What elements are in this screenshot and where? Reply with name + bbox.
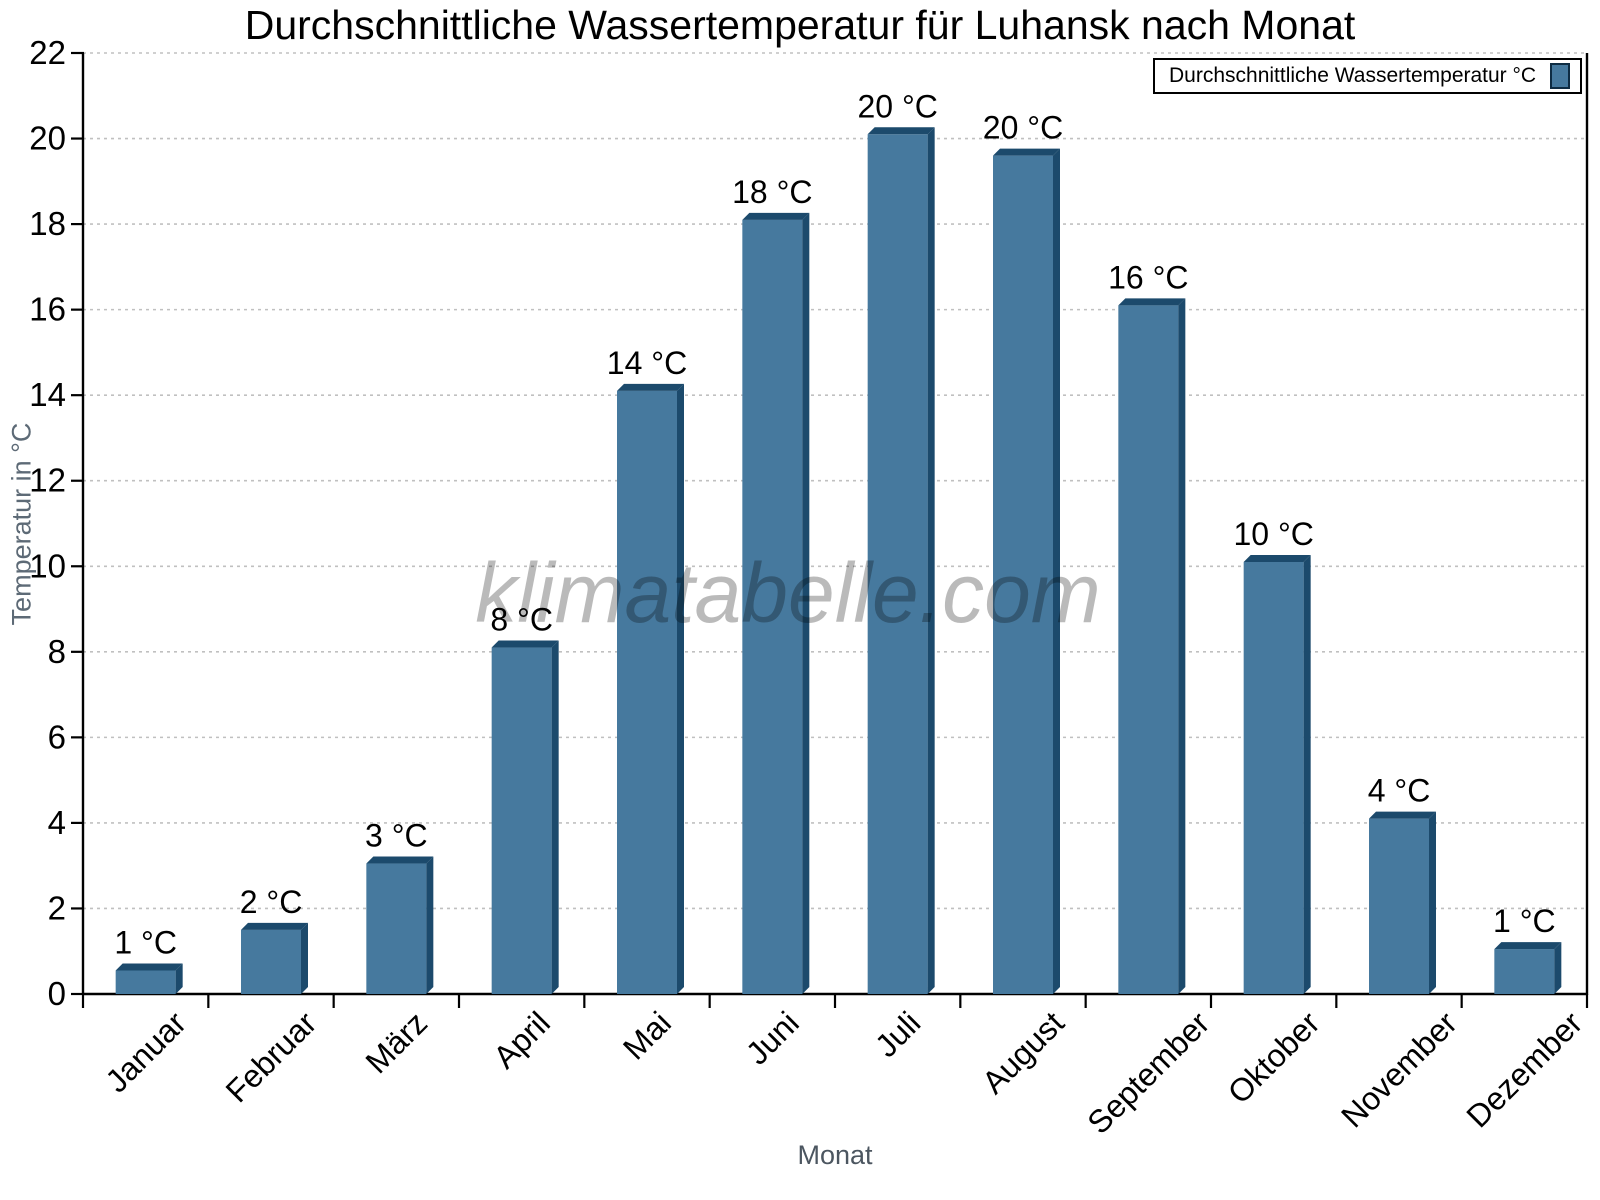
bar-value-label: 16 °C <box>1108 259 1188 295</box>
y-tick-label: 12 <box>29 462 66 499</box>
bar-value-label: 4 °C <box>1368 773 1431 809</box>
bar-august <box>993 148 1060 994</box>
x-tick-label: August <box>975 1005 1071 1101</box>
bar-front-face <box>1369 818 1429 994</box>
bar-side-face <box>1554 942 1562 994</box>
bar-value-label: 1 °C <box>1493 903 1556 939</box>
bar-top-face <box>617 383 684 391</box>
bar-value-label: 20 °C <box>857 88 937 124</box>
bar-april <box>491 640 559 994</box>
y-tick-label: 18 <box>29 205 66 242</box>
bar-side-face <box>1429 811 1436 994</box>
bar-top-face <box>993 148 1060 156</box>
y-tick-label: 4 <box>48 804 66 841</box>
y-tick-label: 0 <box>48 975 66 1012</box>
bar-value-label: 20 °C <box>983 110 1063 146</box>
bar-front-face <box>617 390 677 994</box>
bar-top-face <box>491 640 559 648</box>
y-tick-label: 16 <box>29 291 66 328</box>
y-tick-label: 2 <box>48 889 66 926</box>
bar-side-face <box>677 383 684 994</box>
bar-front-face <box>742 219 803 995</box>
x-tick-label: Februar <box>219 1004 324 1109</box>
bar-side-face <box>551 640 559 994</box>
bar-september <box>1118 298 1186 994</box>
x-tick-label: Juli <box>868 1005 927 1064</box>
bar-front-face <box>491 647 552 994</box>
x-tick-label: September <box>1080 1004 1216 1140</box>
bar-side-face <box>802 212 810 995</box>
chart-title: Durchschnittliche Wassertemperatur für L… <box>244 2 1356 48</box>
bar-top-face <box>115 963 183 971</box>
y-tick-label: 22 <box>29 34 66 71</box>
y-tick-label: 10 <box>29 547 66 584</box>
x-tick-label: Dezember <box>1459 1004 1589 1134</box>
y-tick-label: 20 <box>29 120 66 157</box>
bar-value-label: 8 °C <box>490 602 553 638</box>
bar-side-face <box>301 922 308 994</box>
bar-front-face <box>867 134 928 994</box>
bar-front-face <box>1118 305 1179 994</box>
bar-value-label: 10 °C <box>1233 516 1313 552</box>
x-tick-label: Oktober <box>1221 1004 1327 1110</box>
bar-value-label: 18 °C <box>732 174 812 210</box>
bar-mai <box>617 383 684 994</box>
bar-oktober <box>1243 554 1311 994</box>
x-tick-label: Juni <box>739 1005 806 1072</box>
bar-dezember <box>1494 942 1562 994</box>
legend: Durchschnittliche Wassertemperatur °C <box>1153 58 1582 94</box>
bar-top-face <box>1243 554 1311 562</box>
bar-front-face <box>241 929 301 994</box>
y-axis-title: Temperatur in °C <box>6 422 37 626</box>
bar-top-face <box>241 922 308 930</box>
bar-value-label: 2 °C <box>240 884 303 920</box>
bar-juli <box>867 127 935 994</box>
bar-januar <box>115 963 183 994</box>
bar-side-face <box>927 127 935 994</box>
legend-label: Durchschnittliche Wassertemperatur °C <box>1169 64 1537 87</box>
x-tick-label: Mai <box>616 1005 678 1067</box>
bar-front-face <box>993 155 1053 994</box>
bar-top-face <box>742 212 810 220</box>
x-tick-label: November <box>1334 1004 1464 1134</box>
bar-top-face <box>1494 942 1562 950</box>
bar-top-face <box>867 127 935 135</box>
x-tick-label: Januar <box>98 1004 193 1099</box>
x-axis-title: Monat <box>797 1140 873 1170</box>
bar-märz <box>366 856 434 994</box>
bar-value-label: 1 °C <box>114 924 177 960</box>
bar-side-face <box>1178 298 1186 994</box>
bar-front-face <box>115 970 176 994</box>
x-tick-label: März <box>358 1005 434 1081</box>
y-tick-label: 6 <box>48 718 66 755</box>
y-tick-label: 8 <box>48 633 66 670</box>
bar-februar <box>241 922 308 994</box>
legend-swatch-icon <box>1550 63 1570 89</box>
bar-front-face <box>1494 949 1555 994</box>
bar-juni <box>742 212 810 995</box>
bar-front-face <box>366 863 427 994</box>
bar-value-label: 14 °C <box>607 345 687 381</box>
bar-november <box>1369 811 1436 994</box>
bar-side-face <box>1053 148 1060 994</box>
y-tick-label: 14 <box>29 376 66 413</box>
bar-side-face <box>175 963 183 994</box>
bar-top-face <box>1369 811 1436 819</box>
bar-value-label: 3 °C <box>365 818 428 854</box>
bar-side-face <box>1303 554 1311 994</box>
x-tick-label: April <box>486 1005 557 1076</box>
bar-top-face <box>366 856 434 864</box>
bar-top-face <box>1118 298 1186 306</box>
bar-side-face <box>426 856 434 994</box>
bar-front-face <box>1243 561 1304 994</box>
watermark-text: klimatabelle.com <box>475 546 1101 640</box>
